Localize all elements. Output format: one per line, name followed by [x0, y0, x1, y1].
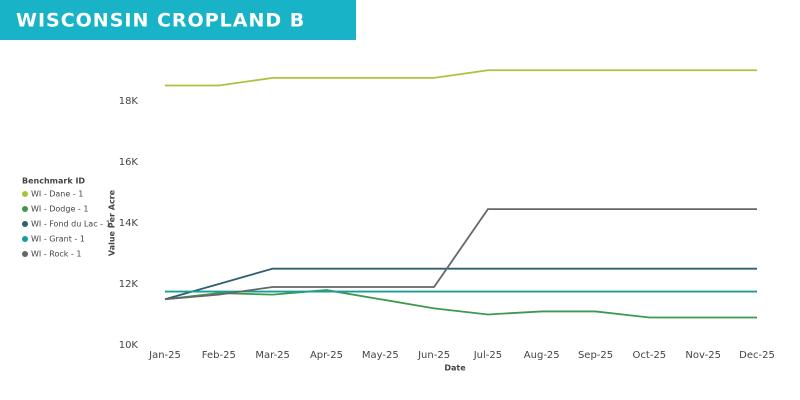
y-axis-title: Value Per Acre	[108, 189, 117, 256]
x-tick-label: Dec-25	[739, 350, 775, 361]
title-banner	[0, 0, 356, 40]
legend-label: WI - Dane - 1	[31, 190, 83, 199]
y-tick-label: 18K	[119, 96, 139, 107]
x-tick-label: Oct-25	[633, 350, 667, 361]
x-tick-label: Feb-25	[202, 350, 236, 361]
legend-marker	[22, 206, 28, 212]
x-tick-label: Apr-25	[310, 350, 343, 361]
legend-label: WI - Fond du Lac - 1	[31, 220, 111, 229]
x-axis-title: Date	[444, 364, 466, 373]
y-tick-label: 14K	[119, 218, 139, 229]
legend-label: WI - Rock - 1	[31, 250, 81, 259]
legend-label: WI - Grant - 1	[31, 235, 85, 244]
legend-title: Benchmark ID	[22, 177, 85, 186]
legend-marker	[22, 221, 28, 227]
legend-marker	[22, 236, 28, 242]
y-tick-label: 10K	[119, 340, 139, 351]
y-tick-label: 12K	[119, 279, 139, 290]
x-tick-label: Jun-25	[417, 350, 450, 361]
legend-label: WI - Dodge - 1	[31, 205, 88, 214]
x-tick-label: Jul-25	[473, 350, 502, 361]
x-tick-label: May-25	[362, 350, 399, 361]
line-series	[164, 289, 757, 319]
legend-marker	[22, 191, 28, 197]
y-tick-label: 16K	[119, 157, 139, 168]
x-tick-label: Jan-25	[148, 350, 181, 361]
line-series	[164, 208, 757, 301]
x-tick-label: Aug-25	[524, 350, 560, 361]
chart-title: WISCONSIN CROPLAND B	[16, 10, 305, 32]
line-series	[165, 69, 757, 87]
x-tick-label: Nov-25	[685, 350, 721, 361]
x-tick-label: Mar-25	[255, 350, 290, 361]
line-series	[164, 267, 757, 301]
legend-marker	[22, 251, 28, 257]
x-tick-label: Sep-25	[578, 350, 613, 361]
